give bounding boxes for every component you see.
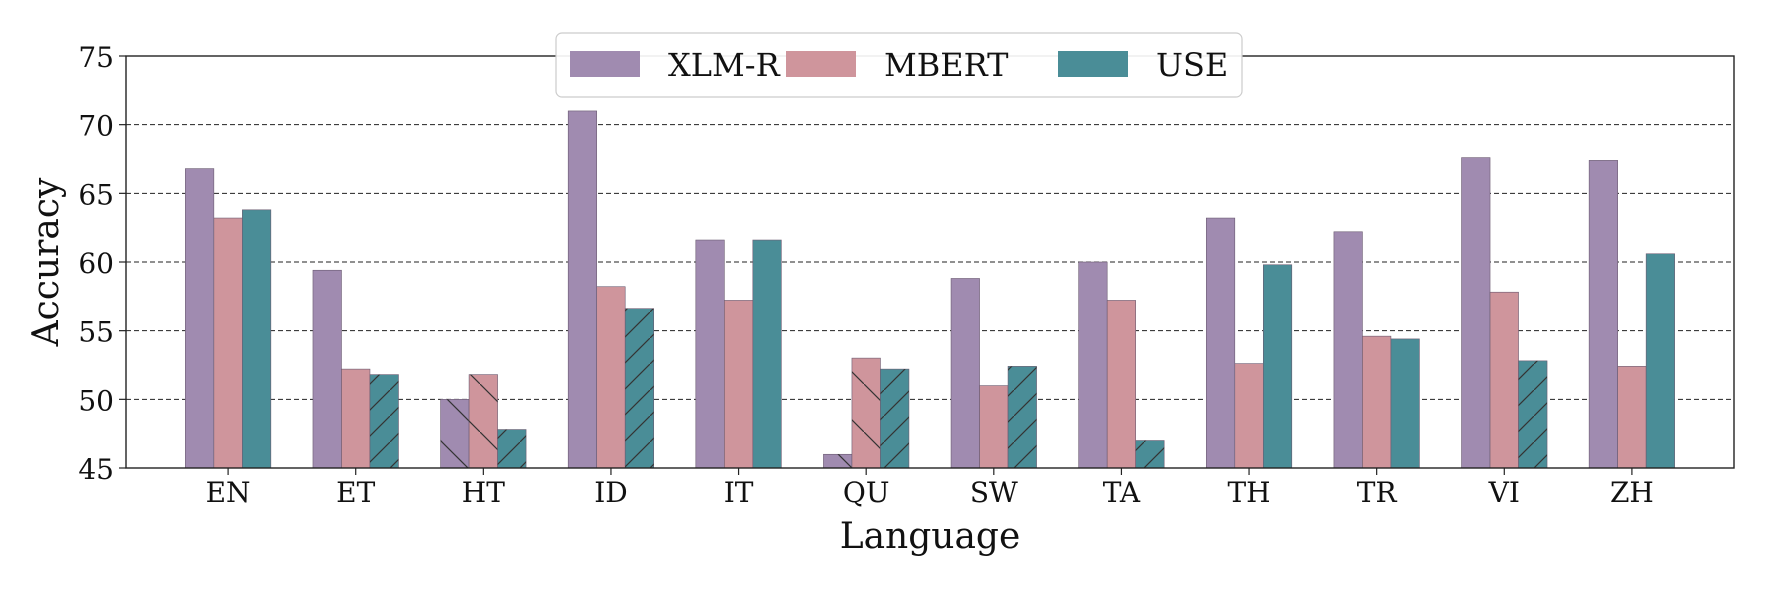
x-axis-title: Language	[840, 516, 1021, 557]
bar-hatch	[625, 308, 654, 468]
legend: XLM-R MBERT USE	[555, 32, 1243, 98]
x-tick-label: ZH	[1610, 476, 1654, 509]
x-tick-label: TH	[1228, 476, 1271, 509]
bar-mbert	[1106, 300, 1136, 469]
x-tick-label: VI	[1488, 476, 1520, 509]
x-tick-label: TR	[1357, 476, 1398, 509]
bar-xlm-r	[1205, 217, 1236, 469]
x-tick-label: HT	[462, 476, 505, 509]
bar-mbert	[341, 368, 371, 469]
x-tick-label: ET	[336, 476, 375, 509]
bar-mbert	[1234, 363, 1264, 469]
legend-label: XLM-R	[668, 46, 781, 84]
bar-xlm-r	[567, 110, 598, 469]
bar-hatch	[1518, 360, 1548, 468]
x-tick-label: QU	[843, 476, 890, 509]
y-tick-label: 75	[78, 41, 114, 74]
bar-use	[1645, 253, 1675, 469]
legend-swatch	[1058, 51, 1128, 77]
bar-xlm-r	[1588, 160, 1618, 469]
bar-hatch	[1008, 366, 1037, 468]
bars	[185, 110, 1675, 469]
bar-xlm-r	[695, 239, 725, 469]
bar-hatch	[880, 369, 909, 468]
bar-mbert	[596, 286, 626, 469]
y-tick-label: 70	[78, 110, 114, 143]
bar-mbert	[213, 217, 243, 469]
legend-box	[555, 32, 1243, 98]
bar-use	[1390, 338, 1420, 469]
bar-mbert	[1362, 335, 1392, 469]
bar-xlm-r	[950, 278, 980, 469]
legend-swatch	[786, 51, 856, 77]
bar-xlm-r	[185, 168, 215, 469]
legend-label: USE	[1156, 46, 1228, 84]
bar-hatch	[440, 399, 470, 468]
bar-mbert	[724, 300, 754, 469]
legend-swatch	[570, 51, 640, 77]
bar-mbert	[1617, 366, 1647, 469]
y-axis-title: Accuracy	[26, 177, 67, 347]
bar-xlm-r	[1461, 157, 1491, 469]
bar-hatch	[469, 374, 498, 468]
legend-label: MBERT	[884, 46, 1009, 84]
x-tick-label: SW	[970, 476, 1018, 509]
bar-hatch	[1135, 440, 1165, 468]
bar-mbert	[979, 385, 1009, 469]
y-tick-label: 60	[78, 247, 114, 280]
y-tick-label: 45	[78, 453, 114, 486]
x-axis: EN ET HT ID IT QU SW TA TH TR VI ZH	[206, 468, 1654, 509]
x-tick-label: EN	[206, 476, 251, 509]
bar-xlm-r	[1078, 261, 1108, 469]
y-axis: 45 50 55 60 65 70 75	[78, 41, 126, 486]
y-tick-label: 50	[78, 384, 114, 417]
bar-hatch	[497, 429, 527, 468]
bar-use	[242, 209, 272, 469]
bar-hatch	[369, 374, 399, 468]
bar-hatch	[851, 358, 881, 468]
bar-xlm-r	[312, 269, 342, 469]
bar-xlm-r	[1333, 231, 1363, 469]
bar-mbert	[1489, 291, 1519, 469]
y-tick-label: 55	[78, 316, 114, 349]
bar-use	[1262, 264, 1293, 469]
bar-use	[752, 239, 782, 469]
x-tick-label: IT	[724, 476, 754, 509]
y-tick-label: 65	[78, 178, 114, 211]
x-tick-label: TA	[1103, 476, 1141, 509]
bar-hatch	[823, 454, 852, 468]
x-tick-label: ID	[594, 476, 628, 509]
